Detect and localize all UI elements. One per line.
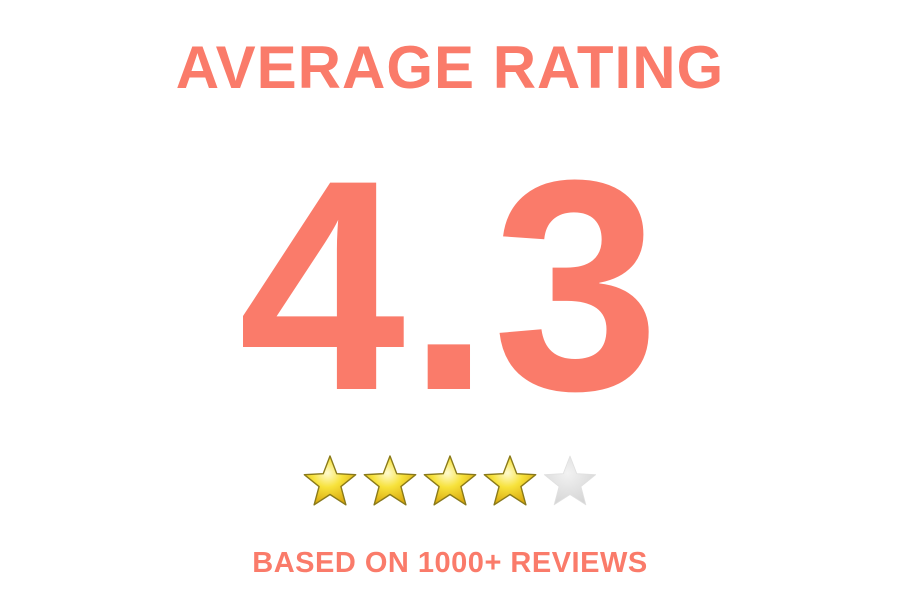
star-filled-icon [303, 455, 357, 506]
star-filled-icon [483, 455, 537, 506]
star-empty-icon [543, 455, 597, 506]
rating-score: 4.3 [238, 117, 662, 453]
star-filled-icon [423, 455, 477, 506]
average-rating-heading: AVERAGE RATING [175, 34, 725, 101]
star-filled-icon [363, 455, 417, 506]
reviews-count-caption: BASED ON 1000+ REVIEWS [252, 547, 648, 579]
star-rating [303, 455, 597, 506]
